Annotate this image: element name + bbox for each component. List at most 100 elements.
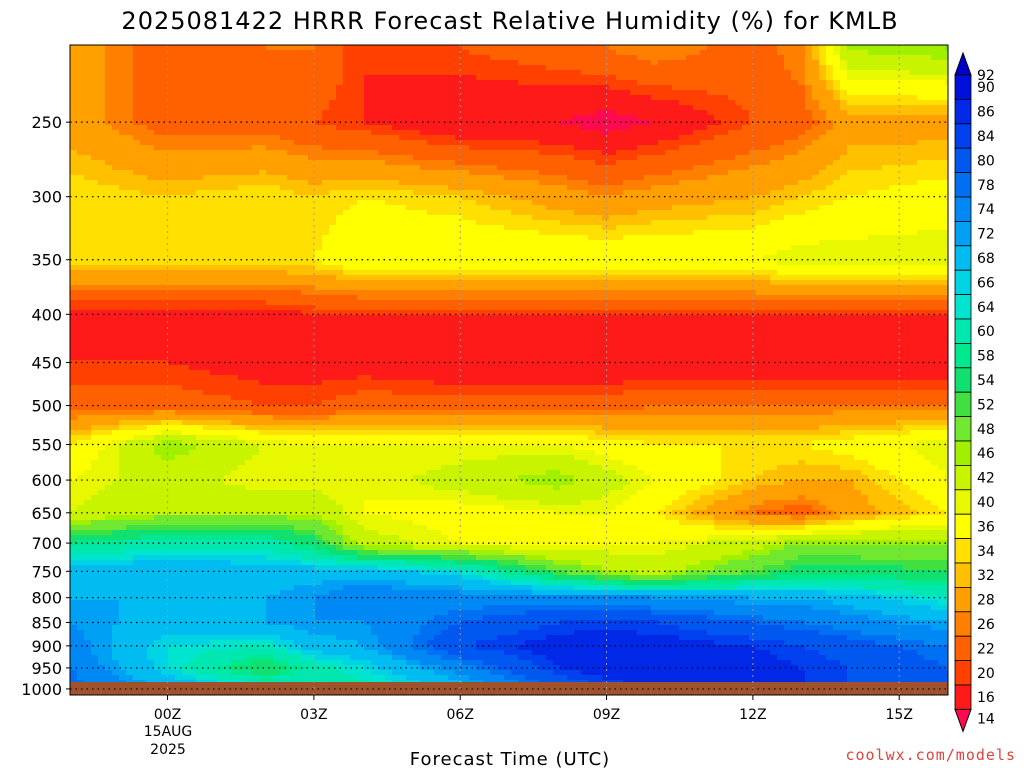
rh-cell — [119, 385, 127, 391]
rh-cell — [140, 530, 148, 536]
rh-cell — [259, 335, 267, 341]
rh-cell — [231, 345, 239, 351]
rh-cell — [77, 45, 85, 51]
rh-cell — [301, 665, 309, 671]
rh-cell — [182, 265, 190, 271]
rh-cell — [175, 520, 183, 526]
rh-cell — [287, 285, 295, 291]
rh-cell — [231, 260, 239, 266]
rh-cell — [322, 675, 330, 681]
rh-cell — [126, 560, 134, 566]
rh-cell — [147, 400, 155, 406]
rh-cell — [140, 515, 148, 521]
rh-cell — [175, 355, 183, 361]
rh-cell — [301, 185, 309, 191]
rh-cell — [301, 420, 309, 426]
rh-cell — [84, 210, 92, 216]
rh-cell — [245, 110, 253, 116]
rh-cell — [280, 275, 288, 281]
rh-cell — [91, 415, 99, 421]
rh-cell — [294, 330, 302, 336]
rh-cell — [252, 285, 260, 291]
rh-cell — [112, 330, 120, 336]
rh-cell — [105, 445, 113, 451]
rh-cell — [175, 175, 183, 181]
rh-cell — [126, 460, 134, 466]
rh-cell — [301, 375, 309, 381]
rh-cell — [84, 145, 92, 151]
rh-cell — [273, 370, 281, 376]
rh-cell — [133, 365, 141, 371]
rh-cell — [203, 445, 211, 451]
rh-cell — [294, 530, 302, 536]
rh-cell — [217, 205, 225, 211]
rh-cell — [287, 535, 295, 541]
rh-cell — [189, 275, 197, 281]
rh-cell — [231, 120, 239, 126]
rh-cell — [231, 660, 239, 666]
rh-cell — [280, 140, 288, 146]
rh-cell — [287, 500, 295, 506]
rh-cell — [168, 440, 176, 446]
rh-cell — [189, 95, 197, 101]
rh-cell — [287, 310, 295, 316]
rh-cell — [322, 50, 330, 56]
rh-cell — [259, 330, 267, 336]
rh-cell — [245, 540, 253, 546]
rh-cell — [126, 540, 134, 546]
rh-cell — [189, 415, 197, 421]
rh-cell — [210, 60, 218, 66]
rh-cell — [329, 240, 337, 246]
rh-cell — [238, 440, 246, 446]
rh-cell — [126, 380, 134, 386]
rh-cell — [77, 185, 85, 191]
rh-cell — [245, 195, 253, 201]
rh-cell — [189, 55, 197, 61]
rh-cell — [308, 615, 316, 621]
rh-cell — [301, 265, 309, 271]
rh-cell — [91, 165, 99, 171]
rh-cell — [70, 135, 78, 141]
rh-cell — [245, 260, 253, 266]
rh-cell — [280, 90, 288, 96]
rh-cell — [168, 550, 176, 556]
rh-cell — [98, 135, 106, 141]
rh-cell — [133, 325, 141, 331]
rh-cell — [252, 290, 260, 296]
rh-cell — [168, 290, 176, 296]
rh-cell — [252, 365, 260, 371]
rh-cell — [294, 95, 302, 101]
rh-cell — [119, 175, 127, 181]
rh-cell — [280, 315, 288, 321]
rh-cell — [70, 150, 78, 156]
rh-cell — [315, 235, 323, 241]
rh-cell — [133, 320, 141, 326]
rh-cell — [126, 145, 134, 151]
rh-cell — [91, 115, 99, 121]
rh-cell — [203, 670, 211, 676]
rh-cell — [133, 550, 141, 556]
rh-cell — [238, 265, 246, 271]
rh-cell — [77, 245, 85, 251]
rh-cell — [140, 370, 148, 376]
rh-cell — [301, 610, 309, 616]
rh-cell — [189, 260, 197, 266]
rh-cell — [294, 80, 302, 86]
rh-cell — [189, 405, 197, 411]
rh-cell — [210, 305, 218, 311]
rh-cell — [238, 445, 246, 451]
rh-cell — [168, 570, 176, 576]
rh-cell — [154, 580, 162, 586]
rh-cell — [259, 495, 267, 501]
rh-cell — [147, 115, 155, 121]
rh-cell — [203, 420, 211, 426]
rh-cell — [189, 140, 197, 146]
rh-cell — [70, 450, 78, 456]
rh-cell — [119, 260, 127, 266]
rh-cell — [119, 165, 127, 171]
rh-cell — [280, 165, 288, 171]
rh-cell — [98, 185, 106, 191]
rh-cell — [203, 185, 211, 191]
rh-cell — [126, 590, 134, 596]
rh-cell — [196, 640, 204, 646]
